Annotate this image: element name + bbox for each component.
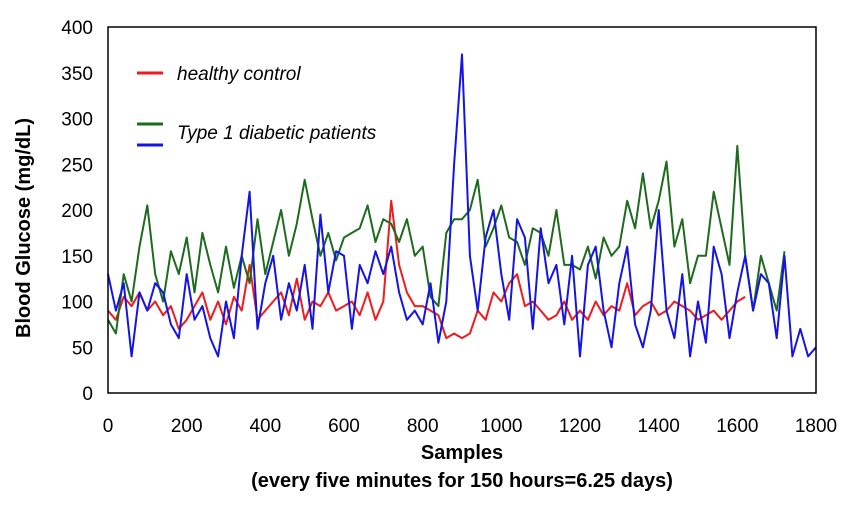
series-line-2 — [107, 53, 817, 358]
x-axis-ticks: 0 200 400 600 800 1000 1200 1400 1600 1800 — [103, 416, 837, 437]
plot-lines — [107, 53, 817, 358]
y-tick-label: 400 — [61, 18, 93, 39]
y-axis-ticks: 0 50 100 150 200 250 300 350 400 — [61, 18, 93, 405]
x-tick-label: 200 — [171, 416, 203, 437]
plot-frame — [107, 26, 817, 394]
x-tick-label: 600 — [328, 416, 360, 437]
y-tick-label: 150 — [61, 247, 93, 268]
y-tick-label: 300 — [61, 110, 93, 131]
legend-label-healthy: healthy control — [177, 64, 301, 85]
y-axis-label: Blood Glucose (mg/dL) — [13, 118, 35, 338]
x-tick-label: 1400 — [638, 416, 680, 437]
x-tick-label: 1000 — [480, 416, 522, 437]
series-line-1 — [107, 144, 786, 335]
x-tick-label: 0 — [103, 416, 114, 437]
y-tick-label: 250 — [61, 155, 93, 176]
legend: healthy control Type 1 diabetic patients — [137, 64, 377, 147]
x-tick-label: 1600 — [716, 416, 758, 437]
x-axis-sublabel: (every five minutes for 150 hours=6.25 d… — [251, 470, 673, 492]
x-tick-label: 800 — [407, 416, 439, 437]
x-axis-label: Samples — [421, 442, 503, 464]
y-tick-label: 200 — [61, 201, 93, 222]
y-tick-label: 350 — [61, 64, 93, 85]
x-tick-label: 1800 — [795, 416, 837, 437]
legend-label-type1: Type 1 diabetic patients — [177, 123, 377, 144]
y-tick-label: 50 — [72, 338, 93, 359]
y-tick-label: 0 — [82, 384, 93, 405]
y-tick-label: 100 — [61, 293, 93, 314]
x-tick-label: 400 — [249, 416, 281, 437]
x-tick-label: 1200 — [559, 416, 601, 437]
